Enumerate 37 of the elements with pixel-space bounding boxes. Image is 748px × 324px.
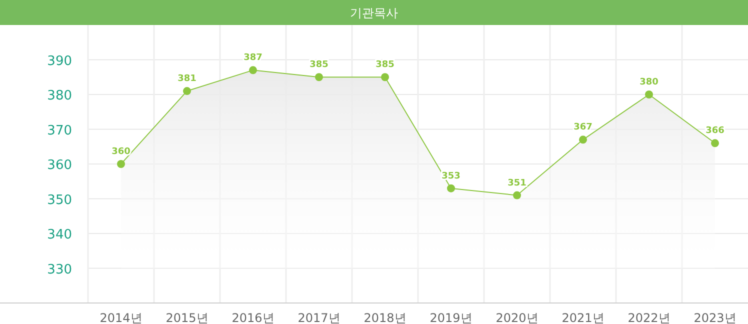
point [447, 184, 455, 192]
x-tick-label: 2016년 [232, 311, 274, 324]
data-label: 366 [706, 126, 724, 136]
point [183, 87, 191, 96]
x-tick-label: 2015년 [166, 311, 208, 324]
point [645, 90, 653, 98]
y-tick-label: 350 [47, 192, 72, 208]
x-tick-label: 2021년 [562, 311, 604, 324]
point [381, 73, 389, 82]
y-tick-label: 380 [47, 88, 72, 104]
point [513, 191, 521, 200]
y-tick-label: 390 [47, 54, 72, 69]
x-tick-label: 2017년 [298, 311, 340, 324]
data-label: 367 [574, 122, 592, 133]
x-tick-label: 2022년 [628, 311, 670, 324]
x-tick-label: 2020년 [496, 311, 538, 324]
point [579, 136, 587, 144]
data-label: 351 [508, 178, 526, 188]
y-tick-label: 370 [47, 123, 72, 138]
y-tick-label: 360 [47, 158, 72, 173]
point [711, 139, 719, 148]
data-label: 381 [178, 74, 196, 84]
x-tick-label: 2023년 [694, 311, 736, 324]
data-label: 380 [640, 78, 658, 88]
point [117, 160, 125, 168]
data-label: 360 [112, 147, 130, 157]
point [249, 66, 257, 74]
x-tick-label: 2019년 [430, 311, 472, 324]
x-tick-label: 2014년 [100, 311, 142, 324]
point [315, 73, 323, 82]
data-label: 385 [376, 60, 394, 70]
data-label: 387 [244, 53, 262, 64]
chart-title: 기관목사 [350, 6, 398, 20]
y-tick-label: 330 [47, 262, 72, 278]
x-tick-label: 2018년 [364, 311, 406, 324]
y-tick-label: 340 [47, 228, 72, 242]
data-label: 385 [310, 60, 328, 70]
